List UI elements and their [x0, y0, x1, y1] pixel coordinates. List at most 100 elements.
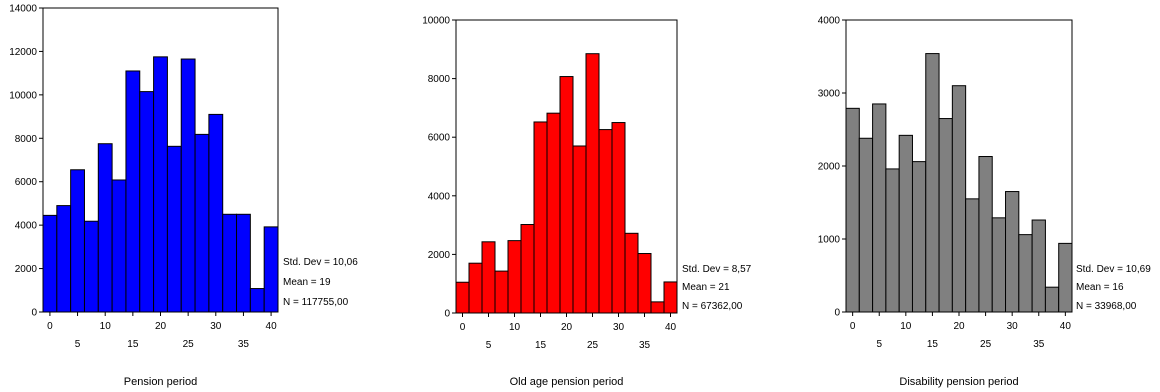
histogram-bar — [42, 214, 58, 313]
histogram-bar — [1005, 191, 1020, 313]
x-tick-label: 10 — [900, 321, 912, 332]
histogram-bar — [991, 217, 1007, 313]
histogram-bar — [925, 53, 940, 313]
y-tick-label: 10000 — [422, 16, 450, 27]
histogram-bar — [533, 121, 548, 314]
stats-label: N = 67362,00 — [682, 301, 743, 312]
histogram-bar — [585, 53, 600, 314]
histogram-bar — [481, 241, 496, 314]
x-tick-label: 30 — [210, 321, 222, 332]
y-tick-label: 2000 — [818, 162, 841, 173]
x-tick-label: 20 — [561, 322, 573, 333]
x-tick-label: 25 — [587, 340, 599, 351]
y-tick-label: 6000 — [15, 177, 38, 188]
histogram-bar — [507, 240, 522, 314]
histogram-bar — [180, 58, 196, 313]
histogram-bar — [153, 56, 168, 313]
x-axis-label: Pension period — [124, 376, 197, 388]
histogram-bar — [1018, 234, 1033, 313]
histogram-bar — [83, 220, 99, 313]
histogram-bar — [872, 103, 887, 313]
stats-label: Mean = 21 — [682, 282, 730, 293]
histogram-bar — [978, 156, 993, 313]
x-tick-label: 20 — [953, 321, 965, 332]
x-tick-label: 20 — [155, 321, 167, 332]
x-axis-label: Old age pension period — [510, 376, 624, 388]
x-tick-label: 15 — [127, 339, 139, 350]
y-tick-label: 0 — [834, 308, 840, 319]
x-tick-label: 35 — [238, 339, 250, 350]
chart-3: 0 1000 2000 3000 4000 0 10 20 30 40 5 15 25 35 Std. De… — [818, 16, 1151, 389]
y-tick-label: 3000 — [818, 89, 841, 100]
histogram-bar — [624, 232, 639, 314]
x-tick-label: 0 — [850, 321, 856, 332]
histogram-bar — [611, 122, 626, 314]
histogram-bar — [455, 281, 470, 314]
histogram-bar — [650, 301, 665, 314]
x-tick-label: 15 — [535, 340, 547, 351]
histogram-bar — [911, 161, 927, 313]
histogram-bar — [208, 113, 224, 313]
histogram-bar — [249, 288, 265, 313]
x-tick-label: 0 — [47, 321, 53, 332]
chart-2: 0 2000 4000 6000 8000 10000 0 10 20 30 40 5 15 25 35 St… — [422, 16, 751, 389]
histogram-bar — [845, 107, 860, 313]
histogram-bar — [546, 112, 561, 314]
y-tick-label: 1000 — [818, 235, 841, 246]
x-tick-label: 35 — [1033, 339, 1045, 350]
x-tick-label: 15 — [927, 339, 939, 350]
y-tick-label: 4000 — [15, 221, 38, 232]
x-axis-label: Disability pension period — [899, 376, 1018, 388]
stats-label: Std. Dev = 10,69 — [1076, 264, 1151, 275]
x-tick-label: 40 — [1060, 321, 1072, 332]
x-tick-label: 30 — [1007, 321, 1019, 332]
stats-label: Mean = 16 — [1076, 282, 1124, 293]
histogram-bar — [166, 145, 182, 313]
x-tick-label: 25 — [980, 339, 992, 350]
stats-label: N = 33968,00 — [1076, 301, 1137, 312]
x-tick-label: 35 — [639, 340, 651, 351]
histogram-bar — [494, 270, 509, 314]
y-tick-label: 6000 — [428, 133, 451, 144]
x-tick-label: 40 — [266, 321, 278, 332]
y-tick-label: 8000 — [15, 134, 38, 145]
histogram-bar — [1058, 242, 1073, 313]
histogram-bar — [663, 281, 678, 314]
x-tick-label: 40 — [665, 322, 677, 333]
y-tick-label: 4000 — [428, 191, 451, 202]
histogram-bar — [222, 213, 238, 313]
stats-label: Mean = 19 — [283, 277, 331, 288]
histogram-bar — [70, 169, 85, 313]
histogram-bar — [520, 224, 535, 314]
x-tick-label: 10 — [509, 322, 521, 333]
x-tick-label: 25 — [183, 339, 195, 350]
histogram-bar — [1044, 286, 1060, 313]
y-tick-label: 12000 — [9, 47, 37, 58]
histogram-bar — [885, 168, 900, 313]
stats-label: Std. Dev = 8,57 — [682, 264, 752, 275]
stats-label: N = 117755,00 — [283, 297, 349, 308]
x-tick-label: 10 — [100, 321, 112, 332]
y-tick-label: 2000 — [15, 264, 38, 275]
x-tick-label: 5 — [486, 340, 492, 351]
histogram-bar — [468, 262, 483, 314]
y-tick-label: 14000 — [9, 4, 37, 15]
histogram-bar — [951, 85, 967, 313]
stats-label: Std. Dev = 10,06 — [283, 257, 358, 268]
histogram-bar — [111, 179, 127, 313]
y-tick-label: 10000 — [9, 90, 37, 101]
y-tick-label: 8000 — [428, 74, 451, 85]
histogram-bar — [598, 129, 613, 314]
histogram-bar — [263, 226, 279, 313]
histogram-bar — [965, 198, 980, 313]
y-tick-label: 0 — [444, 309, 450, 320]
x-tick-label: 30 — [613, 322, 625, 333]
histogram-bar — [139, 91, 155, 313]
histogram-bar — [1031, 219, 1046, 313]
histogram-bar — [858, 137, 874, 313]
histogram-bar — [236, 213, 251, 313]
histogram-bar — [637, 253, 652, 314]
y-tick-label: 0 — [31, 308, 37, 319]
histogram-bar — [125, 70, 141, 313]
